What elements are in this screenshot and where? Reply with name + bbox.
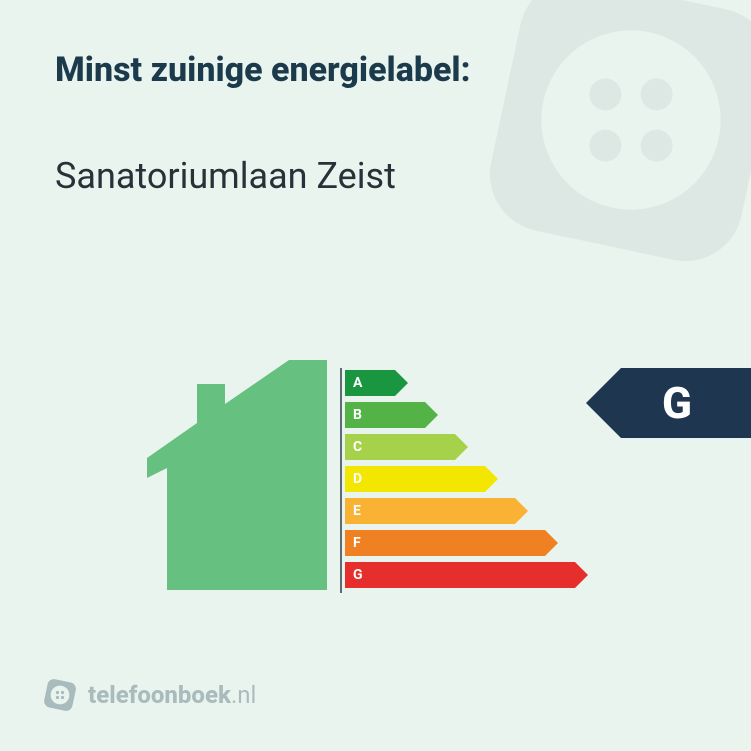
energy-bar-a: A	[345, 368, 575, 398]
bar-arrow-icon	[545, 530, 558, 556]
footer-text: telefoonboek.nl	[88, 681, 256, 709]
bar-body: B	[345, 402, 425, 428]
watermark-icon	[471, 0, 751, 280]
bar-body: D	[345, 466, 485, 492]
bar-label: A	[353, 375, 362, 391]
bar-arrow-icon	[515, 498, 528, 524]
house-icon	[147, 360, 327, 590]
rating-badge: G	[586, 368, 751, 438]
footer-tld: .nl	[231, 681, 256, 709]
bar-body: G	[345, 562, 575, 588]
bar-label: D	[353, 471, 362, 487]
bar-label: C	[353, 439, 362, 455]
bar-body: C	[345, 434, 455, 460]
bar-body: F	[345, 530, 545, 556]
footer-brand: telefoonboek	[88, 681, 231, 709]
rating-arrow-icon	[586, 368, 621, 438]
energy-bars: ABCDEFG	[345, 368, 575, 592]
bar-arrow-icon	[395, 370, 408, 396]
energy-chart: ABCDEFG	[147, 340, 607, 620]
bar-arrow-icon	[425, 402, 438, 428]
bar-arrow-icon	[485, 466, 498, 492]
phonebook-icon	[42, 677, 78, 713]
bar-label: G	[353, 567, 363, 583]
subtitle: Sanatoriumlaan Zeist	[55, 155, 396, 197]
energy-bar-g: G	[345, 560, 575, 590]
bar-label: B	[353, 407, 362, 423]
footer-logo: telefoonboek.nl	[42, 677, 256, 713]
bar-arrow-icon	[455, 434, 468, 460]
energy-bar-f: F	[345, 528, 575, 558]
page-title: Minst zuinige energielabel:	[55, 50, 471, 90]
bar-body: E	[345, 498, 515, 524]
energy-bar-d: D	[345, 464, 575, 494]
bar-label: F	[353, 535, 361, 551]
bar-arrow-icon	[575, 562, 588, 588]
energy-bar-b: B	[345, 400, 575, 430]
bar-body: A	[345, 370, 395, 396]
bar-label: E	[353, 503, 361, 519]
energy-bar-c: C	[345, 432, 575, 462]
chart-divider	[340, 368, 342, 593]
energy-bar-e: E	[345, 496, 575, 526]
rating-letter: G	[621, 368, 751, 438]
